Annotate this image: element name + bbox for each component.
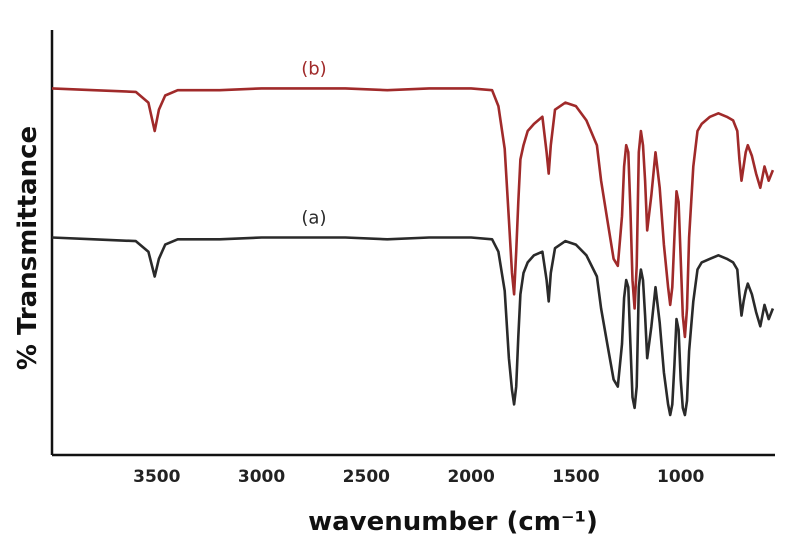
x-tick-label: 1000 xyxy=(657,467,704,487)
x-tick-label: 3000 xyxy=(238,467,285,487)
series-line-1 xyxy=(51,236,775,417)
x-tick-label: 3500 xyxy=(133,467,180,487)
x-tick-label: 2500 xyxy=(343,467,390,487)
x-ticks: 3500 3000 2500 2000 1500 1000 xyxy=(133,467,704,487)
series-label-1: (a) xyxy=(301,208,326,229)
series-label-0: (b) xyxy=(301,58,326,79)
series-labels: (b) (a) xyxy=(301,58,326,228)
series-lines xyxy=(51,87,775,417)
x-tick-label: 2000 xyxy=(447,467,494,487)
x-axis-title: wavenumber (cm⁻¹) xyxy=(308,507,598,537)
axes xyxy=(50,30,775,457)
series-line-0 xyxy=(51,87,775,339)
x-tick-label: 1500 xyxy=(552,467,599,487)
y-axis-title: % Transmittance xyxy=(13,126,43,370)
